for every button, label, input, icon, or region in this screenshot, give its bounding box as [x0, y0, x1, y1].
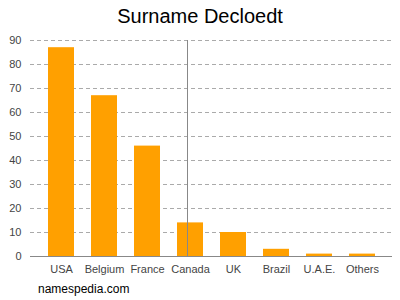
svg-text:50: 50: [9, 130, 21, 142]
svg-text:70: 70: [9, 82, 21, 94]
svg-text:0: 0: [15, 250, 21, 262]
svg-text:40: 40: [9, 154, 21, 166]
svg-text:10: 10: [9, 226, 21, 238]
svg-text:USA: USA: [50, 263, 73, 275]
svg-text:30: 30: [9, 178, 21, 190]
svg-text:France: France: [130, 263, 164, 275]
svg-text:Others: Others: [346, 263, 380, 275]
svg-text:60: 60: [9, 106, 21, 118]
svg-text:U.A.E.: U.A.E.: [304, 263, 336, 275]
html-text:namespedia.com: namespedia.com: [38, 282, 130, 296]
svg-text:Brazil: Brazil: [263, 263, 291, 275]
svg-text:20: 20: [9, 202, 21, 214]
svg-text:80: 80: [9, 58, 21, 70]
html-text:Surname Decloedt: Surname Decloedt: [117, 5, 283, 27]
svg-text:90: 90: [9, 34, 21, 46]
svg-text:UK: UK: [226, 263, 242, 275]
svg-text:Canada: Canada: [171, 263, 210, 275]
svg-text:Belgium: Belgium: [85, 263, 125, 275]
